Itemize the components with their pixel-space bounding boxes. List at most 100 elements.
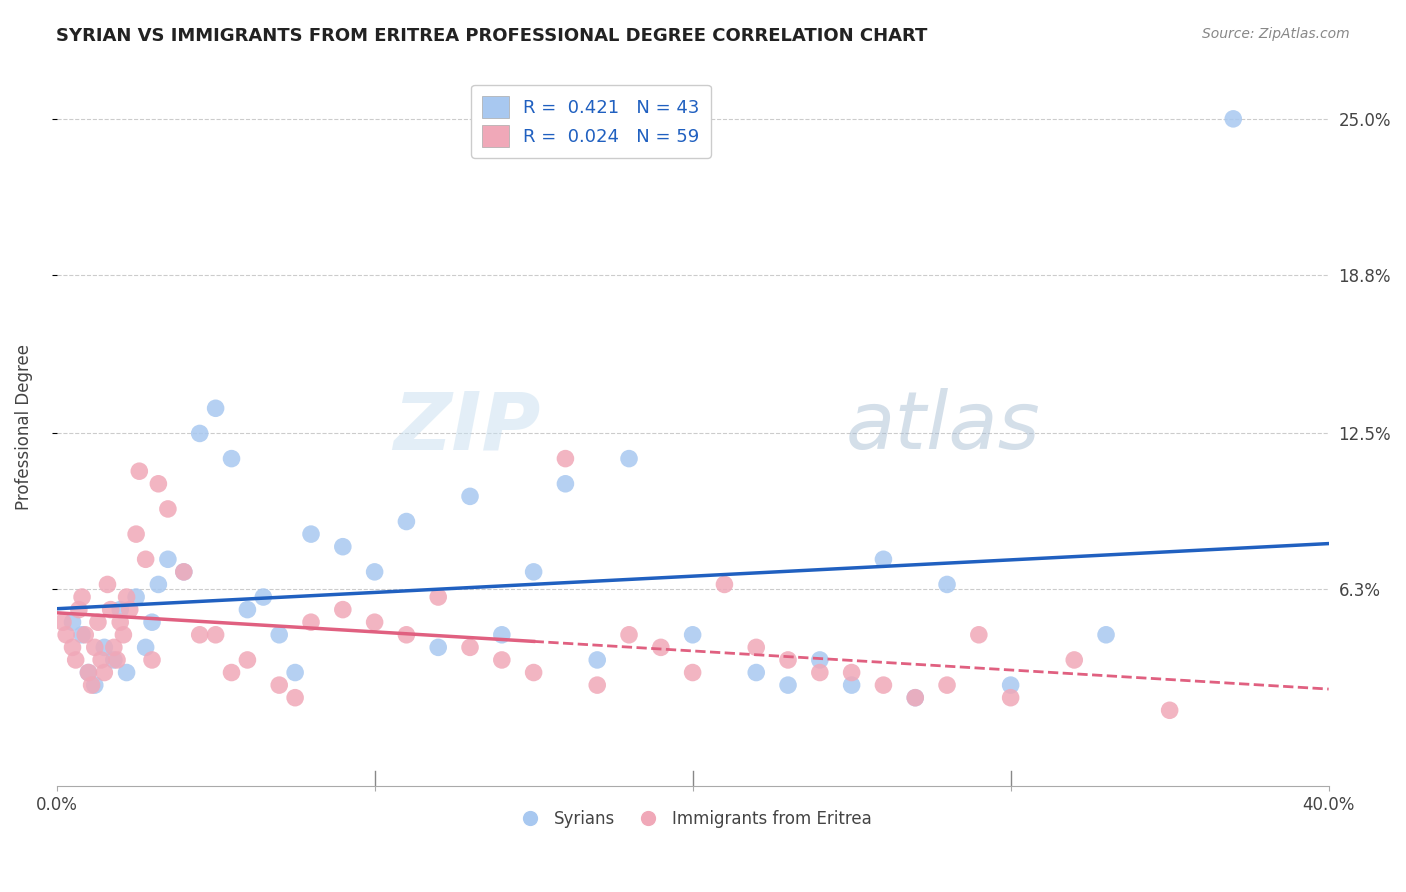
Point — [236, 602, 259, 616]
Point — [118, 602, 141, 616]
Point — [745, 640, 768, 655]
Point — [872, 552, 894, 566]
Point — [458, 640, 481, 655]
Point — [252, 590, 274, 604]
Point — [115, 590, 138, 604]
Point — [332, 602, 354, 616]
Point — [299, 615, 322, 630]
Point — [62, 615, 84, 630]
Point — [1222, 112, 1244, 126]
Point — [128, 464, 150, 478]
Point — [523, 565, 546, 579]
Point — [682, 665, 704, 680]
Point — [67, 602, 90, 616]
Point — [299, 527, 322, 541]
Point — [110, 615, 132, 630]
Point — [363, 565, 385, 579]
Point — [841, 665, 863, 680]
Point — [269, 628, 291, 642]
Point — [936, 678, 959, 692]
Point — [188, 426, 211, 441]
Point — [96, 577, 118, 591]
Point — [221, 451, 243, 466]
Point — [904, 690, 927, 705]
Point — [1159, 703, 1181, 717]
Point — [105, 653, 128, 667]
Point — [936, 577, 959, 591]
Point — [1000, 678, 1022, 692]
Point — [77, 665, 100, 680]
Point — [682, 628, 704, 642]
Point — [395, 628, 418, 642]
Point — [204, 401, 226, 416]
Point — [713, 577, 735, 591]
Point — [284, 665, 307, 680]
Point — [62, 640, 84, 655]
Text: atlas: atlas — [845, 388, 1040, 467]
Point — [872, 678, 894, 692]
Point — [90, 653, 112, 667]
Point — [115, 665, 138, 680]
Point — [427, 590, 450, 604]
Point — [65, 653, 87, 667]
Point — [617, 451, 640, 466]
Point — [427, 640, 450, 655]
Point — [125, 527, 148, 541]
Point — [77, 665, 100, 680]
Text: Source: ZipAtlas.com: Source: ZipAtlas.com — [1202, 27, 1350, 41]
Point — [55, 628, 77, 642]
Point — [83, 640, 105, 655]
Text: ZIP: ZIP — [392, 388, 540, 467]
Point — [135, 552, 157, 566]
Point — [1095, 628, 1118, 642]
Point — [395, 515, 418, 529]
Point — [650, 640, 672, 655]
Y-axis label: Professional Degree: Professional Degree — [15, 344, 32, 510]
Point — [523, 665, 546, 680]
Point — [93, 665, 115, 680]
Point — [141, 615, 163, 630]
Text: SYRIAN VS IMMIGRANTS FROM ERITREA PROFESSIONAL DEGREE CORRELATION CHART: SYRIAN VS IMMIGRANTS FROM ERITREA PROFES… — [56, 27, 928, 45]
Point — [75, 628, 97, 642]
Point — [112, 628, 135, 642]
Point — [148, 577, 170, 591]
Point — [617, 628, 640, 642]
Point — [586, 653, 609, 667]
Point — [745, 665, 768, 680]
Point — [221, 665, 243, 680]
Point — [363, 615, 385, 630]
Point — [70, 590, 93, 604]
Point — [491, 628, 513, 642]
Point — [841, 678, 863, 692]
Point — [80, 678, 103, 692]
Point — [269, 678, 291, 692]
Point — [141, 653, 163, 667]
Point — [156, 502, 179, 516]
Point — [173, 565, 195, 579]
Point — [1063, 653, 1085, 667]
Point — [332, 540, 354, 554]
Point — [586, 678, 609, 692]
Legend: Syrians, Immigrants from Eritrea: Syrians, Immigrants from Eritrea — [508, 804, 879, 835]
Point — [491, 653, 513, 667]
Point — [204, 628, 226, 642]
Point — [776, 653, 799, 667]
Point — [100, 602, 122, 616]
Point — [1000, 690, 1022, 705]
Point — [458, 489, 481, 503]
Point — [554, 451, 576, 466]
Point — [188, 628, 211, 642]
Point — [70, 628, 93, 642]
Point — [110, 602, 132, 616]
Point — [83, 678, 105, 692]
Point — [967, 628, 990, 642]
Point — [148, 476, 170, 491]
Point — [776, 678, 799, 692]
Point — [808, 665, 831, 680]
Point — [904, 690, 927, 705]
Point — [52, 615, 75, 630]
Point — [135, 640, 157, 655]
Point — [125, 590, 148, 604]
Point — [87, 615, 110, 630]
Point — [156, 552, 179, 566]
